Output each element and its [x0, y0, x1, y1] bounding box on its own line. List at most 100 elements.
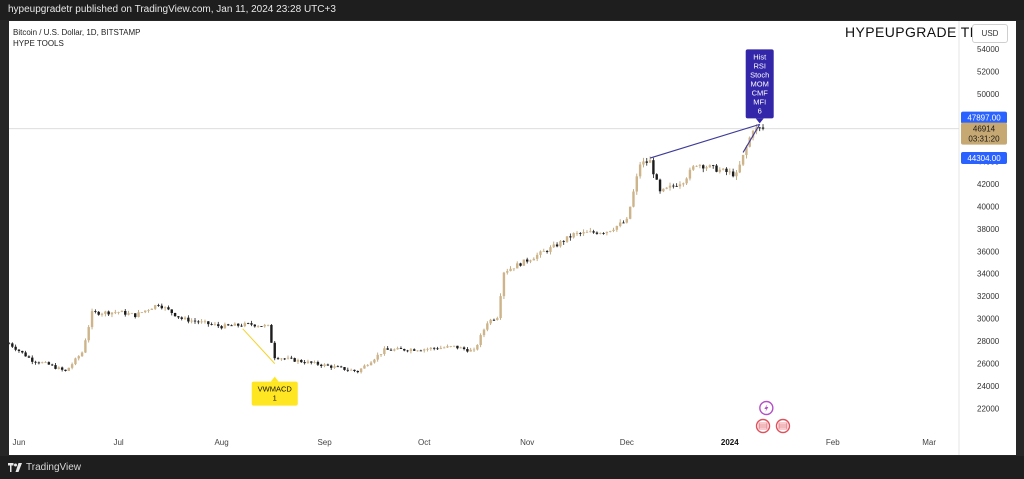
candle-body	[635, 176, 638, 192]
candle-body	[31, 357, 34, 362]
candle-body	[758, 127, 761, 129]
candle-body	[21, 350, 24, 353]
candle-body	[97, 311, 100, 315]
candle-body	[711, 165, 715, 167]
candle-body	[565, 236, 569, 242]
candle-body	[150, 308, 154, 311]
candle-body	[180, 317, 183, 319]
candle-body	[728, 171, 732, 173]
annotation-text: 1	[273, 394, 277, 403]
candle-body	[462, 347, 466, 350]
x-tick-label: Dec	[620, 438, 634, 447]
candle-body	[436, 348, 439, 350]
candle-body	[403, 348, 406, 351]
candle-body	[525, 259, 529, 262]
candle-body	[100, 313, 104, 315]
candle-body	[163, 307, 167, 309]
candle-body	[702, 165, 705, 169]
publish-header: hypeupgradetr published on TradingView.c…	[0, 0, 1024, 20]
candle-body	[449, 346, 452, 347]
candle-body	[14, 346, 17, 350]
candle-body	[260, 326, 263, 327]
candle-body	[60, 367, 64, 370]
candle-body	[80, 352, 84, 357]
trendline	[649, 123, 760, 159]
candle-body	[320, 364, 323, 367]
candle-body	[655, 174, 658, 180]
candle-body	[675, 185, 678, 187]
candle-body	[409, 349, 413, 352]
annotation-text: 6	[758, 106, 762, 115]
candle-body	[685, 178, 688, 184]
candle-body	[369, 362, 373, 366]
candle-body	[522, 259, 526, 266]
candle-body	[459, 347, 462, 349]
candle-body	[266, 324, 270, 326]
candle-body	[236, 323, 240, 326]
symbol-line[interactable]: Bitcoin / U.S. Dollar, 1D, BITSTAMP	[13, 28, 141, 37]
candle-body	[595, 232, 599, 234]
candle-body	[140, 312, 144, 313]
candle-body	[70, 364, 74, 368]
candle-body	[359, 368, 363, 373]
candle-body	[207, 321, 210, 325]
candle-body	[446, 346, 449, 348]
candle-body	[638, 164, 642, 177]
candle-body	[532, 258, 536, 261]
candle-body	[157, 305, 160, 306]
candle-body	[326, 364, 330, 366]
x-tick-label: Nov	[520, 438, 534, 447]
candle-body	[569, 236, 572, 238]
candle-body	[472, 349, 476, 351]
y-tick-label: 36000	[977, 247, 1000, 256]
candle-body	[213, 324, 217, 326]
candle-body	[545, 251, 549, 252]
annotation-text: CMF	[752, 88, 769, 97]
trendline	[742, 124, 761, 153]
candle-body	[698, 165, 702, 166]
candle-body	[705, 167, 708, 169]
candle-body	[200, 321, 203, 323]
candle-body	[688, 169, 692, 179]
candle-body	[599, 233, 602, 234]
candle-body	[273, 342, 276, 359]
candle-body	[579, 233, 582, 234]
candle-body	[452, 345, 456, 347]
indicator-name[interactable]: HYPE TOOLS	[13, 39, 64, 48]
candle-body	[127, 313, 130, 315]
candle-body	[678, 184, 682, 187]
candle-body	[721, 168, 725, 170]
candle-body	[177, 316, 180, 318]
candle-body	[193, 320, 197, 322]
chart-panel[interactable]: 22000 24000 26000 28000 30000 32000 34000 36000…	[9, 21, 1016, 455]
candle-body	[672, 185, 675, 187]
candle-body	[230, 325, 233, 327]
candle-body	[300, 360, 303, 363]
candle-body	[482, 329, 486, 336]
y-tick-label: 38000	[977, 225, 1000, 234]
candle-body	[47, 362, 51, 365]
price-label-text: 47897.00	[967, 114, 1001, 123]
candle-body	[442, 347, 446, 349]
candle-body	[276, 358, 280, 360]
candle-body	[263, 325, 266, 327]
candle-body	[486, 323, 489, 330]
x-tick-label: Feb	[826, 438, 840, 447]
annotation-text: Stoch	[750, 70, 769, 79]
x-tick-label: Jul	[113, 438, 123, 447]
candle-body	[94, 311, 97, 312]
candle-body	[413, 349, 416, 351]
currency-button[interactable]: USD	[972, 24, 1008, 43]
candle-body	[104, 311, 107, 314]
candle-body	[389, 349, 393, 351]
candle-body	[253, 324, 257, 327]
candle-body	[147, 310, 150, 311]
candle-body	[539, 251, 542, 255]
candle-body	[339, 366, 343, 368]
candlestick-chart[interactable]: 22000 24000 26000 28000 30000 32000 34000 36000…	[9, 21, 1016, 455]
y-tick-label: 22000	[977, 405, 1000, 414]
y-tick-label: 52000	[977, 68, 1000, 77]
candle-body	[153, 305, 157, 309]
candle-body	[9, 343, 11, 345]
candle-body	[11, 343, 14, 347]
